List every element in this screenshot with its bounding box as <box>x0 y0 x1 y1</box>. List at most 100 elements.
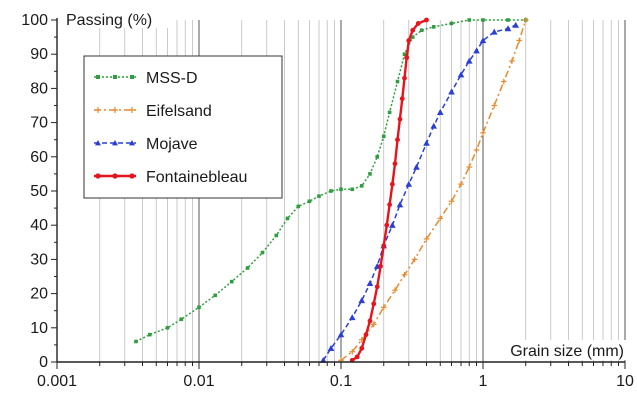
legend-marker <box>95 173 101 179</box>
data-point <box>479 37 487 44</box>
data-point <box>339 187 343 192</box>
series-line-mojave <box>322 24 517 361</box>
data-point <box>457 71 465 78</box>
data-point <box>473 147 480 153</box>
data-point <box>337 331 345 338</box>
data-point <box>423 236 430 242</box>
y-tick-label: 100 <box>21 12 48 29</box>
data-point <box>436 109 444 115</box>
data-point <box>366 280 374 286</box>
data-point <box>179 317 184 322</box>
data-point <box>350 187 355 192</box>
data-point <box>392 161 398 167</box>
data-point <box>197 305 201 310</box>
legend-box <box>83 55 283 199</box>
data-point <box>413 163 420 170</box>
series-mojave <box>319 21 520 363</box>
data-point <box>395 79 400 84</box>
legend-label: Eifelsand <box>146 103 212 120</box>
legend-marker <box>96 75 100 79</box>
legend-marker <box>130 75 134 79</box>
data-point <box>374 284 380 290</box>
data-point <box>491 102 498 109</box>
data-point <box>134 339 138 344</box>
y-tick-label: 40 <box>30 217 48 234</box>
data-point <box>375 155 380 159</box>
data-point <box>370 321 377 328</box>
data-point <box>260 250 265 255</box>
y-tick-label: 70 <box>30 115 48 132</box>
x-tick-label: 0.1 <box>330 373 352 390</box>
y-tick-label: 20 <box>30 286 48 303</box>
data-point <box>387 202 393 208</box>
axes: 0 10 20 30 40 50 60 70 80 90 100 0.001 0.01 0.1 1 10 <box>21 12 634 390</box>
data-point <box>504 25 512 32</box>
data-point <box>410 35 415 39</box>
data-point <box>401 271 408 278</box>
data-point <box>396 201 404 208</box>
data-point <box>431 25 436 29</box>
data-point <box>509 58 515 64</box>
data-point <box>307 199 312 204</box>
data-point <box>415 21 421 26</box>
data-point <box>387 110 392 115</box>
data-point <box>473 47 480 54</box>
data-point <box>404 55 410 61</box>
y-tick-label: 0 <box>39 354 48 371</box>
series-layer <box>134 17 529 364</box>
data-point <box>349 348 356 355</box>
data-point <box>467 18 472 22</box>
data-point <box>395 137 400 143</box>
data-point <box>419 28 424 33</box>
data-point <box>389 181 395 187</box>
data-point <box>363 332 369 338</box>
x-tick-label: 0.001 <box>37 373 77 390</box>
data-point <box>354 354 360 360</box>
legend-label: MSS-D <box>146 70 198 87</box>
data-point <box>348 314 356 321</box>
data-point <box>285 216 290 221</box>
legend-marker <box>129 107 135 113</box>
data-point <box>448 198 455 205</box>
data-point <box>359 184 364 188</box>
legend-item-fontainebleau: Fontainebleau <box>94 169 247 186</box>
legend-item-mss-d: MSS-D <box>94 70 198 87</box>
y-tick-label: 90 <box>30 46 48 63</box>
series-line-fontainebleau <box>351 18 427 362</box>
legend: MSS-D Eifelsand Mojave Fontainebleau <box>83 55 283 199</box>
y-tick-label: 60 <box>30 149 48 166</box>
legend-marker <box>112 140 118 146</box>
data-point <box>296 204 301 209</box>
data-point <box>165 326 170 330</box>
data-point <box>466 164 473 170</box>
data-point <box>317 194 321 198</box>
data-point <box>500 78 507 85</box>
data-point <box>359 345 365 351</box>
x-tick-label: 1 <box>479 373 488 390</box>
legend-marker <box>129 140 135 146</box>
series-fontainebleau <box>349 17 429 363</box>
data-point <box>329 189 333 193</box>
data-point <box>147 332 152 337</box>
data-point <box>402 52 407 56</box>
data-point <box>399 96 405 102</box>
data-point <box>380 304 387 311</box>
data-point <box>512 21 520 28</box>
data-point <box>423 139 430 146</box>
series-eifelsand <box>338 17 529 364</box>
x-tick-label: 10 <box>616 373 634 390</box>
data-point <box>506 18 510 22</box>
x-axis-title: Grain size (mm) <box>510 343 624 360</box>
y-axis-title: Passing (%) <box>66 12 152 29</box>
data-point <box>245 266 250 270</box>
y-tick-label: 10 <box>30 320 48 337</box>
legend-marker <box>112 107 118 113</box>
data-point <box>410 27 416 33</box>
data-point <box>522 17 529 23</box>
data-point <box>448 88 455 95</box>
data-point <box>392 287 398 293</box>
x-axis-title-bg <box>486 340 626 360</box>
y-tick-label: 80 <box>30 80 48 97</box>
legend-marker <box>113 75 117 79</box>
data-point <box>424 17 429 23</box>
